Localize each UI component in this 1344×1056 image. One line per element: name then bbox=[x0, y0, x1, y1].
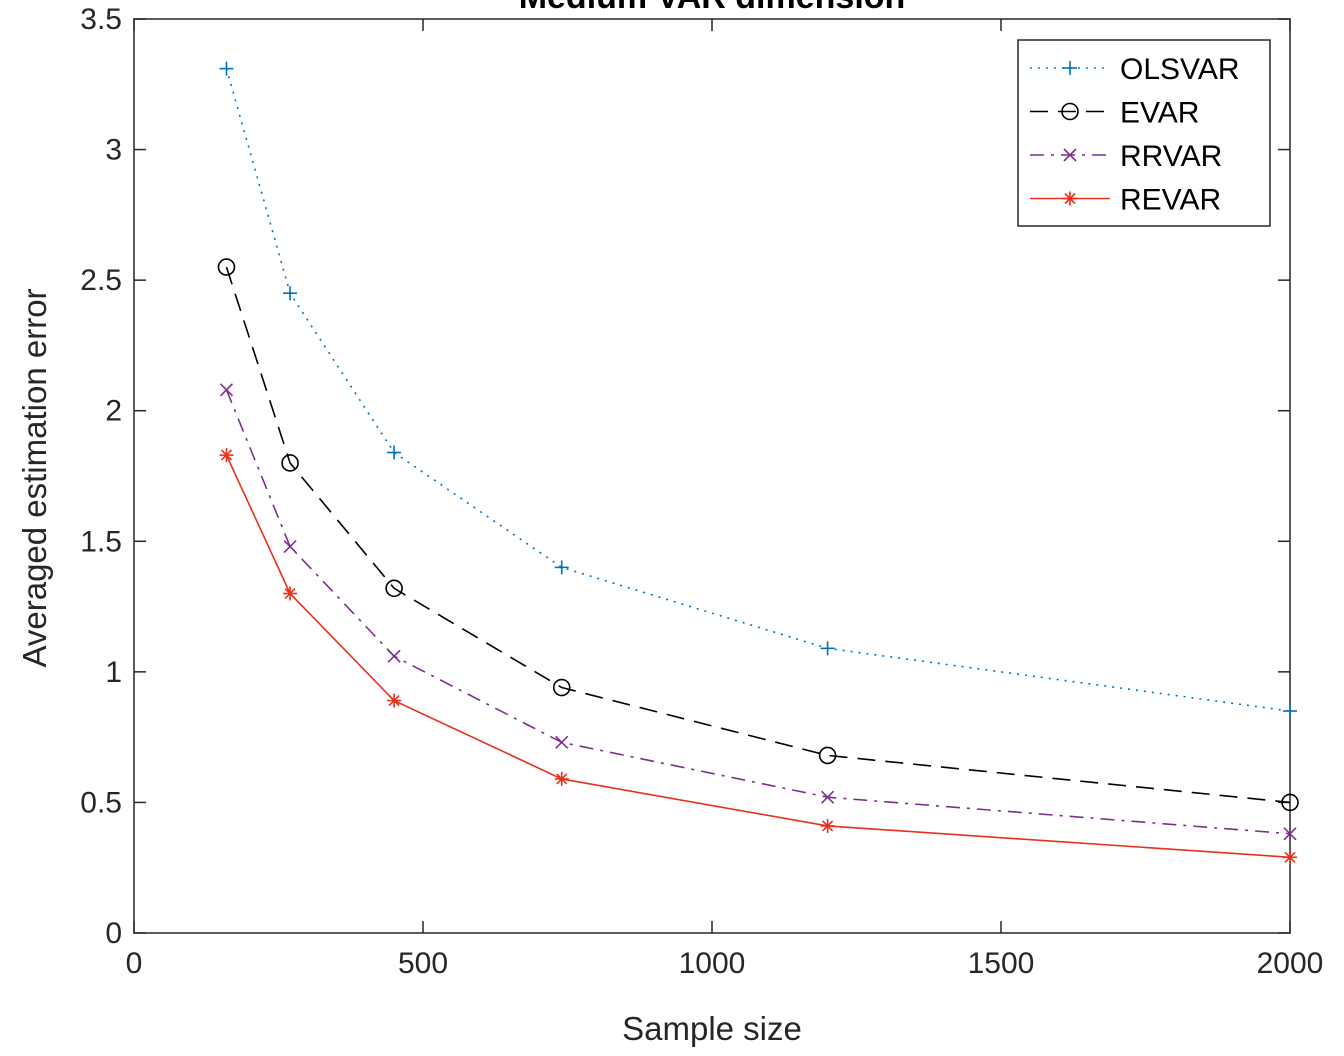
y-tick-label: 0 bbox=[105, 917, 122, 950]
legend-item-olsvar: OLSVAR bbox=[1030, 53, 1240, 86]
y-axis-label: Averaged estimation error bbox=[16, 288, 53, 667]
x-tick-label: 1500 bbox=[968, 947, 1035, 980]
data-point-olsvar bbox=[283, 286, 298, 301]
y-axis: 0 0.5 1 1.5 2 2.5 3 3.5 bbox=[80, 3, 1290, 950]
series-rrvar bbox=[219, 383, 1297, 841]
data-point-rrvar bbox=[387, 649, 401, 663]
legend-item-rrvar: RRVAR bbox=[1030, 140, 1222, 173]
legend-label-olsvar: OLSVAR bbox=[1120, 53, 1240, 86]
series-evar bbox=[217, 258, 1299, 812]
y-tick-label: 3 bbox=[105, 134, 122, 167]
series-revar bbox=[219, 448, 1297, 865]
chart-title: Medium VAR dimension bbox=[519, 0, 906, 16]
data-point-revar bbox=[554, 771, 569, 786]
data-point-evar bbox=[552, 678, 571, 697]
y-tick-label: 3.5 bbox=[80, 3, 122, 36]
data-point-rrvar bbox=[821, 790, 835, 804]
data-point-olsvar bbox=[1283, 704, 1297, 719]
data-point-evar bbox=[818, 746, 837, 765]
legend: OLSVAR EVAR RRVAR REVAR bbox=[1017, 39, 1271, 227]
x-axis-label: Sample size bbox=[622, 1010, 802, 1047]
y-tick-label: 1 bbox=[105, 656, 122, 689]
data-point-revar bbox=[820, 818, 835, 833]
series-layer bbox=[217, 61, 1299, 865]
data-point-olsvar bbox=[820, 641, 835, 656]
x-tick-label: 1000 bbox=[679, 947, 746, 980]
y-tick-label: 2.5 bbox=[80, 264, 122, 297]
data-point-olsvar bbox=[387, 445, 402, 460]
series-line-rrvar bbox=[225, 389, 1291, 835]
x-tick-label: 500 bbox=[398, 947, 448, 980]
data-point-revar bbox=[1283, 850, 1297, 865]
x-axis: 0 500 1000 1500 2000 bbox=[126, 19, 1324, 980]
legend-marker-evar bbox=[1061, 102, 1079, 121]
legend-label-revar: REVAR bbox=[1120, 184, 1221, 217]
y-tick-label: 1.5 bbox=[80, 525, 122, 558]
data-point-revar bbox=[219, 448, 234, 463]
series-line-evar bbox=[225, 266, 1291, 804]
data-point-evar bbox=[281, 454, 299, 472]
legend-marker-rrvar bbox=[1063, 148, 1077, 162]
y-tick-label: 2 bbox=[105, 395, 122, 428]
series-olsvar bbox=[219, 61, 1297, 719]
data-point-rrvar bbox=[555, 735, 569, 749]
data-point-revar bbox=[283, 586, 298, 601]
legend-item-evar: EVAR bbox=[1030, 97, 1199, 130]
legend-marker-olsvar bbox=[1063, 61, 1077, 75]
legend-item-revar: REVAR bbox=[1030, 184, 1221, 217]
data-point-evar bbox=[385, 579, 403, 598]
data-point-evar bbox=[1281, 793, 1299, 812]
data-point-olsvar bbox=[219, 61, 234, 76]
series-line-revar bbox=[225, 454, 1291, 859]
legend-label-rrvar: RRVAR bbox=[1120, 140, 1222, 173]
x-tick-label: 0 bbox=[126, 947, 143, 980]
y-tick-label: 0.5 bbox=[80, 786, 122, 819]
data-point-rrvar bbox=[219, 383, 234, 397]
x-tick-label: 2000 bbox=[1257, 947, 1324, 980]
data-point-revar bbox=[387, 693, 402, 708]
data-point-rrvar bbox=[283, 539, 297, 554]
data-point-olsvar bbox=[554, 560, 569, 575]
legend-box bbox=[1017, 39, 1271, 227]
legend-label-evar: EVAR bbox=[1120, 97, 1199, 130]
data-point-evar bbox=[217, 258, 236, 276]
legend-marker-revar bbox=[1063, 191, 1077, 206]
data-point-rrvar bbox=[1283, 827, 1297, 841]
